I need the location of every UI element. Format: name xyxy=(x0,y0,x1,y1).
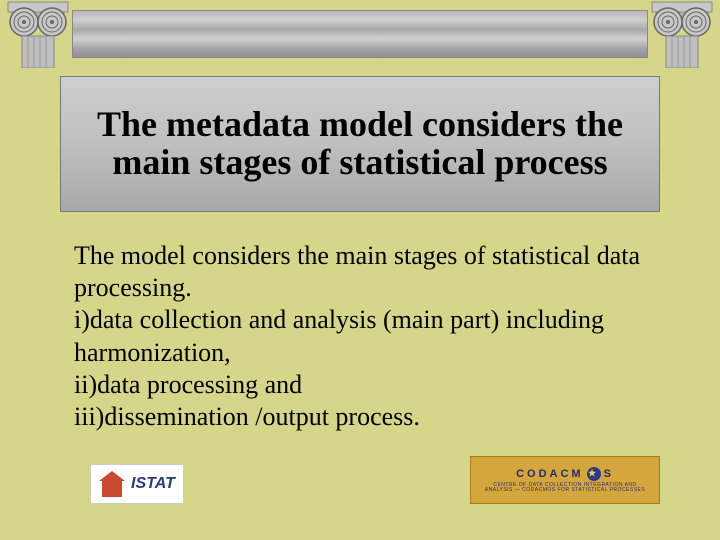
istat-logo-text: ISTAT xyxy=(131,475,175,493)
body-intro: The model considers the main stages of s… xyxy=(74,240,646,304)
ionic-capital-right xyxy=(648,0,716,68)
architrave-beam xyxy=(72,10,648,58)
codacmos-logo: CODACM ★ S CENTRE OF DATA COLLECTION INT… xyxy=(470,456,660,504)
codacmos-logo-text: CODACM ★ S xyxy=(516,467,614,481)
istat-house-icon xyxy=(99,471,125,497)
body-item-2: ii)data processing and xyxy=(74,369,646,401)
column-header xyxy=(0,0,720,80)
istat-logo: ISTAT xyxy=(90,464,184,504)
ionic-capital-left xyxy=(4,0,72,68)
eu-star-icon: ★ xyxy=(587,467,601,481)
slide-title-block: The metadata model considers the main st… xyxy=(60,76,660,212)
body-item-1: i)data collection and analysis (main par… xyxy=(74,304,646,368)
slide-title: The metadata model considers the main st… xyxy=(81,106,639,182)
codacmos-subtitle: CENTRE OF DATA COLLECTION INTEGRATION AN… xyxy=(485,483,645,494)
body-item-3: iii)dissemination /output process. xyxy=(74,401,646,433)
slide-body: The model considers the main stages of s… xyxy=(74,240,646,433)
